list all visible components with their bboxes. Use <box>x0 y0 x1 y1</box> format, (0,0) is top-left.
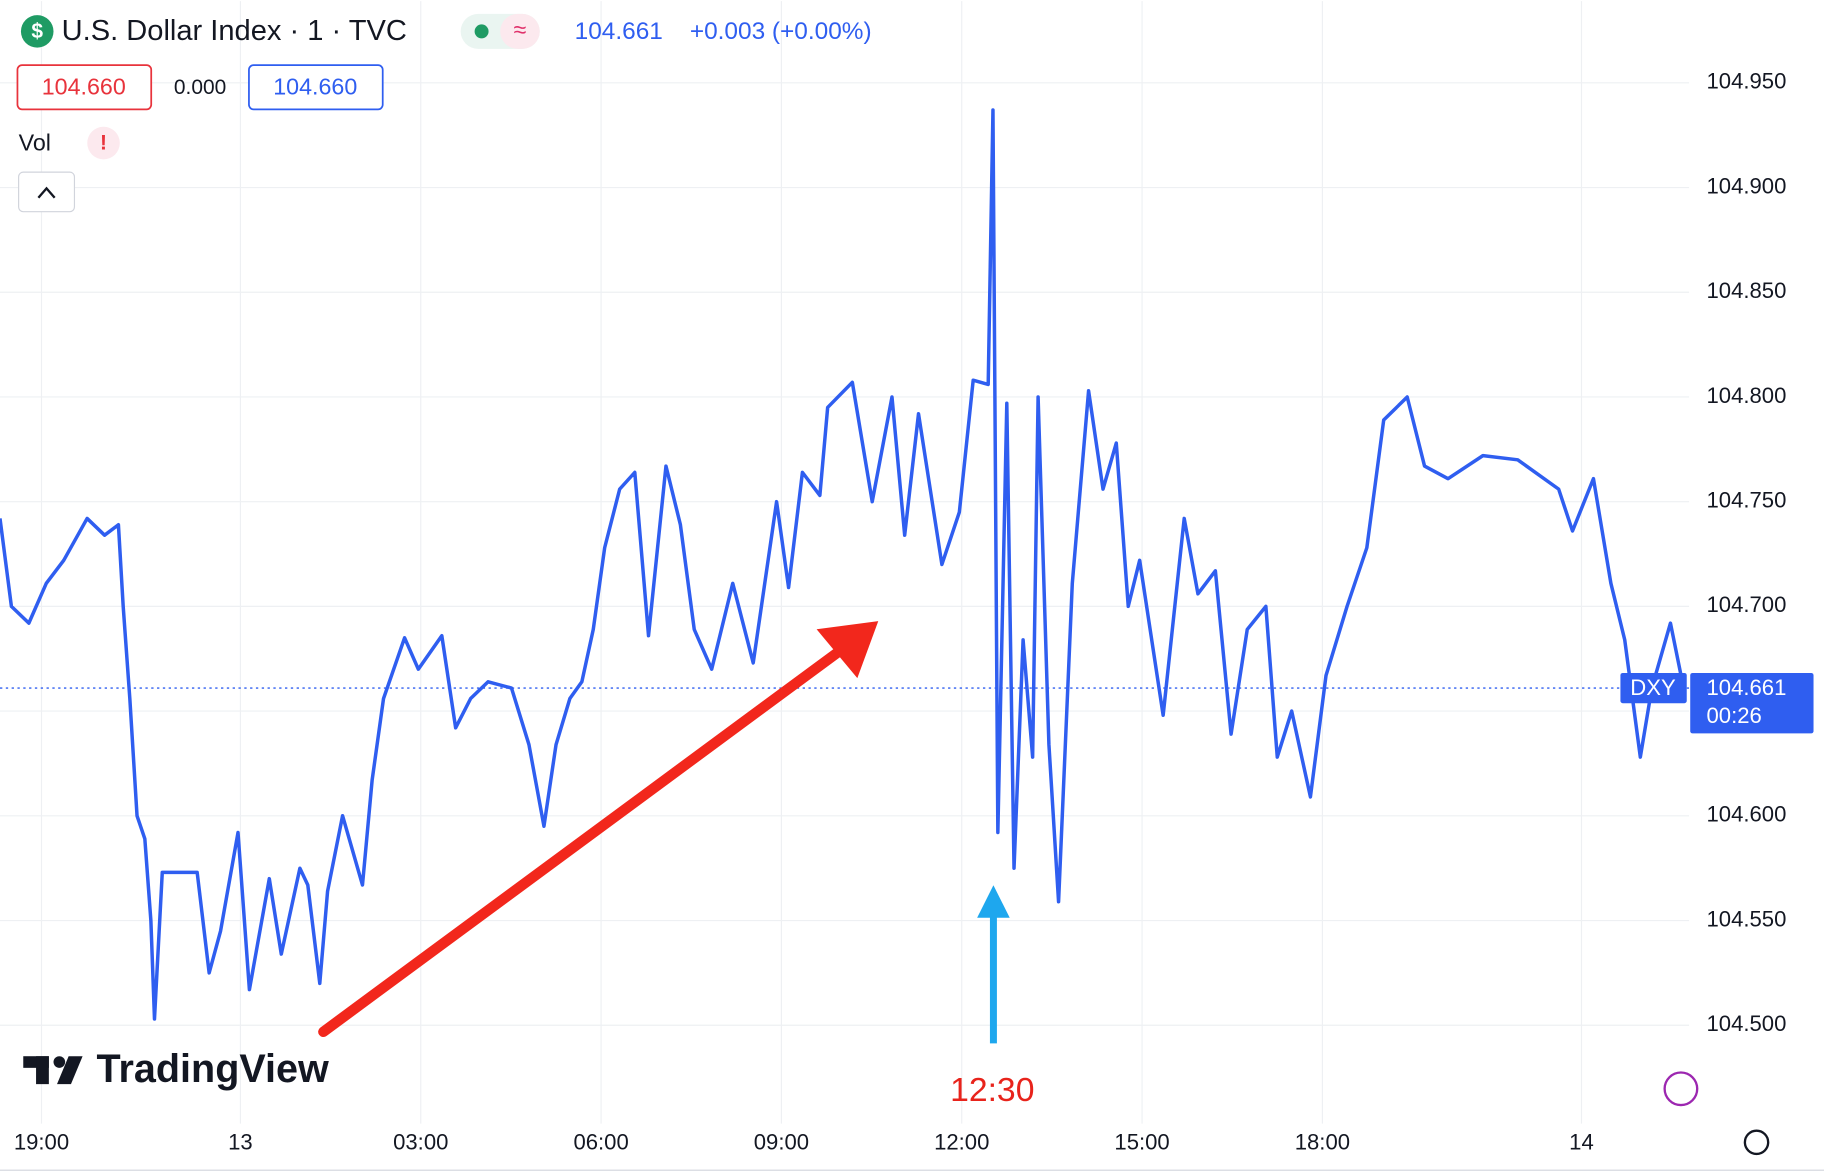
collapse-button[interactable] <box>18 171 76 213</box>
y-tick-label: 104.850 <box>1707 278 1787 303</box>
y-tick-label: 104.550 <box>1707 906 1787 931</box>
y-tick-label: 104.500 <box>1707 1011 1787 1036</box>
watermark-logo <box>23 1056 83 1085</box>
x-tick-label: 06:00 <box>573 1129 628 1154</box>
x-tick-label: 03:00 <box>393 1129 448 1154</box>
x-tick-label: 15:00 <box>1114 1129 1169 1154</box>
series-badge <box>1620 672 1687 704</box>
blue-arrow <box>977 885 1010 1044</box>
ask-price: 104.660 <box>273 74 357 100</box>
collapse-chevron <box>37 186 56 199</box>
lightning-button[interactable] <box>1663 1071 1699 1107</box>
spread: 0.000 <box>174 76 226 99</box>
arrow-shaft <box>318 647 843 1038</box>
y-tick-label: 104.750 <box>1707 488 1787 513</box>
annotation-time: 12:30 <box>950 1071 1034 1109</box>
watermark-text: TradingView <box>97 1047 329 1091</box>
plot <box>0 108 1690 1021</box>
x-tick-label: 09:00 <box>754 1129 809 1154</box>
indicator-label: Vol <box>19 129 51 155</box>
overlay: 104.500104.550104.600104.650104.700104.7… <box>14 69 1814 1154</box>
price-badge-value: 104.661 <box>1707 675 1787 700</box>
delayed-icon: ≈ <box>514 17 527 43</box>
header-price: 104.661 <box>575 18 663 45</box>
currency-icon-glyph: $ <box>31 20 43 43</box>
y-tick-label: 104.900 <box>1707 173 1787 198</box>
x-tick-label: 12:00 <box>934 1129 989 1154</box>
status-pill-half <box>500 13 540 49</box>
countdown: 00:26 <box>1707 703 1762 728</box>
x-tick-label: 13 <box>228 1129 253 1154</box>
currency-icon <box>20 15 54 48</box>
warning-icon[interactable] <box>87 126 120 160</box>
x-tick-label: 19:00 <box>14 1129 69 1154</box>
y-tick-label: 104.700 <box>1707 592 1787 617</box>
series-name: DXY <box>1630 675 1676 700</box>
warning-glyph: ! <box>100 132 107 155</box>
price-line <box>0 108 1686 1021</box>
y-tick-label: 104.950 <box>1707 69 1787 94</box>
arrow-head <box>977 885 1010 918</box>
sell-button[interactable] <box>16 64 153 111</box>
symbol-title: U.S. Dollar Index · 1 · TVC <box>62 15 407 47</box>
arrow-head <box>816 621 879 679</box>
header-change: +0.003 (+0.00%) <box>690 18 872 45</box>
bid-price: 104.660 <box>42 74 126 100</box>
red-arrow <box>318 621 879 1038</box>
settings-button[interactable] <box>1743 1129 1770 1156</box>
price-badge <box>1690 672 1814 734</box>
logo-part <box>53 1056 66 1068</box>
y-tick-label: 104.800 <box>1707 383 1787 408</box>
logo-part <box>57 1056 83 1085</box>
x-tick-label: 14 <box>1569 1129 1594 1154</box>
market-open-dot <box>474 24 489 39</box>
y-tick-label: 104.600 <box>1707 802 1787 827</box>
x-tick-label: 18:00 <box>1295 1129 1350 1154</box>
buy-button[interactable] <box>248 64 384 111</box>
logo-part <box>36 1056 49 1085</box>
